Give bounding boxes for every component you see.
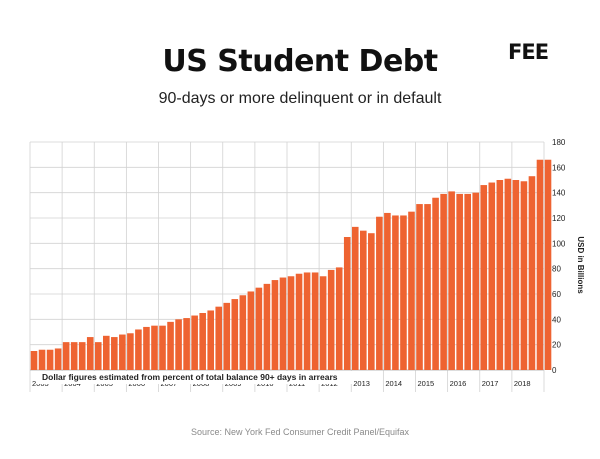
bar	[408, 211, 415, 370]
bar	[520, 181, 528, 370]
bar	[536, 159, 544, 370]
bar	[448, 191, 455, 370]
bar	[103, 335, 110, 370]
bar	[440, 193, 447, 370]
bar	[199, 313, 206, 370]
bar	[303, 272, 311, 370]
bar	[287, 276, 295, 370]
bar	[239, 295, 247, 370]
bar	[376, 216, 383, 370]
bar	[159, 325, 166, 370]
bar	[247, 291, 255, 370]
bar	[480, 185, 488, 370]
annotation-background	[36, 371, 354, 384]
x-year-label: 2014	[385, 379, 402, 388]
bar	[143, 326, 150, 370]
bar	[351, 226, 359, 370]
bar	[175, 319, 182, 370]
bar	[496, 180, 504, 370]
bar	[46, 349, 54, 370]
bars-layer	[30, 159, 552, 370]
x-year-label: 2015	[418, 379, 435, 388]
bar	[215, 306, 223, 370]
bar	[528, 176, 536, 370]
bar	[512, 180, 520, 370]
bar	[191, 315, 198, 370]
bar	[360, 230, 367, 370]
bar	[94, 342, 102, 370]
chart-title: US Student Debt	[162, 44, 438, 79]
bar	[368, 233, 375, 370]
y-tick-labels: 0 20 40 60 80 100 120 140 160 180	[552, 138, 566, 375]
bar	[255, 287, 263, 370]
bar	[207, 310, 214, 370]
y-tick-label: 80	[552, 265, 561, 274]
bar	[472, 192, 480, 370]
y-tick-label: 160	[552, 163, 566, 172]
source-note: Source: New York Fed Consumer Credit Pan…	[190, 427, 410, 437]
chart-annotation: Dollar figures estimated from percent of…	[42, 372, 338, 382]
bar	[295, 273, 303, 370]
y-axis-label: USD in Billions	[576, 236, 585, 294]
bar	[311, 272, 319, 370]
bar	[223, 302, 231, 370]
y-tick-label: 0	[552, 366, 557, 375]
bar	[127, 333, 134, 370]
bar	[416, 204, 423, 370]
y-tick-label: 180	[552, 138, 566, 147]
bar	[111, 337, 118, 370]
bar	[327, 269, 335, 370]
x-year-label: 2016	[450, 379, 467, 388]
x-year-label: 2018	[514, 379, 531, 388]
bar	[343, 237, 351, 370]
y-tick-label: 100	[552, 239, 566, 248]
bar	[504, 178, 512, 370]
bar	[335, 267, 343, 370]
bar	[151, 325, 158, 370]
y-tick-label: 40	[552, 315, 561, 324]
y-tick-label: 20	[552, 341, 561, 350]
bar	[30, 351, 38, 370]
fee-logo: FEE	[508, 40, 549, 64]
bar	[119, 334, 126, 370]
chart-subtitle: 90-days or more delinquent or in default	[158, 90, 442, 107]
bar	[54, 348, 62, 370]
y-tick-label: 60	[552, 290, 561, 299]
bar	[78, 342, 86, 370]
bar	[183, 318, 190, 370]
bar	[62, 342, 70, 370]
bar	[279, 277, 287, 370]
bar	[167, 321, 174, 370]
bar	[263, 283, 271, 370]
bar	[544, 159, 552, 370]
bar	[456, 193, 463, 370]
bar	[464, 193, 471, 370]
bar	[488, 182, 496, 370]
bar	[38, 349, 46, 370]
bar	[424, 204, 431, 370]
bar	[432, 197, 439, 370]
bar	[384, 212, 391, 370]
y-tick-label: 140	[552, 189, 566, 198]
bar	[271, 280, 279, 370]
bar	[86, 337, 94, 370]
bar	[70, 342, 78, 370]
bar	[319, 276, 327, 370]
x-year-label: 2013	[353, 379, 370, 388]
y-tick-label: 120	[552, 214, 566, 223]
bar	[135, 329, 142, 370]
bar	[231, 299, 239, 370]
bar	[392, 215, 399, 370]
bar	[400, 215, 407, 370]
x-year-label: 2017	[482, 379, 499, 388]
